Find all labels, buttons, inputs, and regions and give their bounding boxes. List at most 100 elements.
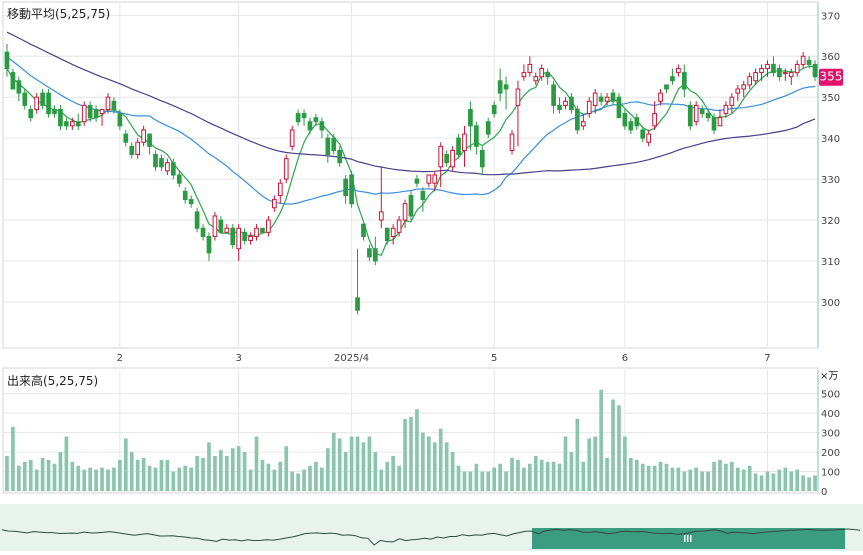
x-tick-label: 7 <box>764 353 770 364</box>
volume-bar <box>688 469 693 491</box>
candle-body <box>28 108 34 119</box>
candle-body <box>99 108 105 115</box>
candlestick <box>337 146 343 167</box>
volume-bar <box>159 459 164 491</box>
candlestick <box>194 207 200 233</box>
volume-bar <box>391 455 396 491</box>
price-tick-label: 360 <box>821 52 840 63</box>
candle-body <box>182 190 188 201</box>
volume-bar <box>272 469 277 491</box>
candlestick <box>759 64 764 81</box>
candlestick <box>373 236 378 266</box>
candlestick <box>384 227 390 245</box>
volume-bar <box>813 475 817 491</box>
candlestick <box>289 125 295 151</box>
candlestick <box>313 113 319 126</box>
volume-unit-label: ×万 <box>820 371 839 382</box>
candle-body <box>64 121 69 127</box>
grip-handle-icon[interactable] <box>684 535 692 542</box>
volume-bar <box>640 463 645 491</box>
volume-bar <box>100 467 104 491</box>
candle-body <box>301 113 307 119</box>
candlestick <box>355 248 360 315</box>
candle-body <box>194 211 200 229</box>
candle-body <box>759 68 764 74</box>
candlestick <box>52 105 57 118</box>
candle-body <box>717 117 723 127</box>
volume-bar <box>112 467 116 491</box>
candle-body <box>75 121 81 127</box>
volume-bar <box>438 428 443 491</box>
candlestick <box>224 224 230 233</box>
candlestick <box>693 101 699 126</box>
candle-body <box>676 68 681 74</box>
candlestick <box>753 68 758 85</box>
volume-bar <box>486 471 491 491</box>
candle-body <box>592 92 598 106</box>
volume-bar <box>789 471 794 491</box>
volume-bar <box>361 442 366 491</box>
candle-body <box>616 96 622 119</box>
volume-bar <box>735 467 740 491</box>
candlestick <box>123 129 129 147</box>
volume-bar <box>123 438 128 491</box>
candle-body <box>782 72 788 75</box>
candle-body <box>777 68 782 78</box>
volume-bar <box>462 471 467 491</box>
candle-body <box>604 96 610 102</box>
candle-body <box>123 133 129 143</box>
candle-body <box>319 121 325 131</box>
candlestick <box>361 223 366 241</box>
candle-body <box>170 162 176 176</box>
candle-body <box>622 113 628 127</box>
volume-bar <box>135 459 140 491</box>
candlestick <box>40 89 45 110</box>
volume-bar <box>480 471 485 491</box>
candlestick <box>378 166 384 229</box>
navigator[interactable] <box>0 504 863 551</box>
candle-body <box>367 248 372 258</box>
candlestick <box>99 108 105 126</box>
navigator-price-line <box>1 528 861 546</box>
candlestick <box>22 89 28 110</box>
volume-bar <box>444 442 449 491</box>
volume-bar <box>106 469 110 491</box>
candlestick <box>509 129 515 155</box>
price-tick-label: 330 <box>821 175 840 186</box>
candlestick <box>176 170 182 188</box>
volume-tick-label: 400 <box>821 409 840 420</box>
volume-bar <box>320 467 324 491</box>
volume-bar <box>545 461 550 491</box>
candle-body <box>610 92 616 102</box>
candlestick <box>438 142 444 188</box>
volume-bar <box>652 465 657 491</box>
volume-bar <box>224 455 229 491</box>
volume-bar <box>278 461 283 491</box>
candlestick <box>390 224 396 245</box>
candle-body <box>723 104 729 115</box>
current-price-label: 355 <box>820 70 843 84</box>
candle-body <box>22 92 28 106</box>
price-legend: 移動平均(5,25,75) <box>7 7 111 21</box>
volume-bar <box>147 465 152 491</box>
candlestick <box>10 68 16 90</box>
candlestick <box>206 232 212 261</box>
candlestick <box>325 134 331 163</box>
candle-body <box>444 154 449 164</box>
candle-body <box>272 199 277 209</box>
candle-body <box>40 92 45 106</box>
candlestick <box>34 93 40 114</box>
candlestick <box>551 80 556 114</box>
candle-body <box>515 88 521 106</box>
volume-bars <box>5 389 817 491</box>
candle-body <box>491 104 497 115</box>
price-tick-label: 350 <box>821 93 840 104</box>
volume-bar <box>379 469 384 491</box>
volume-bar <box>801 475 805 491</box>
candle-body <box>141 129 146 143</box>
candlestick <box>283 154 289 184</box>
volume-bar <box>397 465 401 491</box>
volume-bar <box>165 459 170 491</box>
volume-bar <box>28 459 33 491</box>
